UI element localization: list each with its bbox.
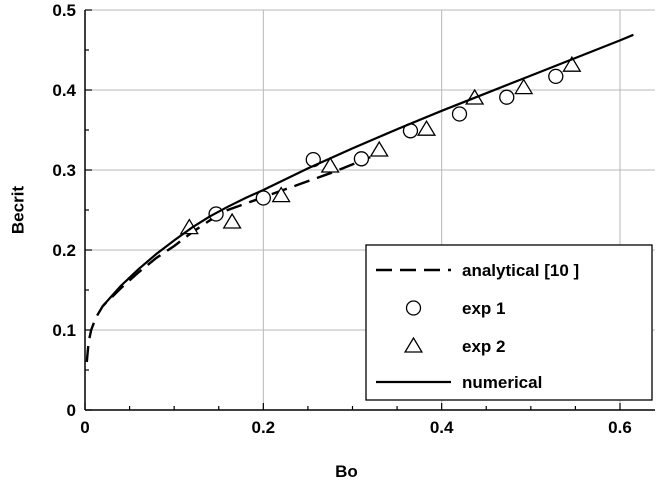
series-exp-1 (208, 68, 564, 222)
legend: analytical [10 ] exp 1 exp 2 numerical (365, 244, 653, 401)
series-analytical-10- (85, 156, 371, 363)
legend-label-0: analytical [10 ] (462, 261, 579, 280)
data-point-triangle-7 (514, 78, 534, 95)
y-axis-label: Becrit (9, 186, 28, 235)
data-point-circle-6 (499, 89, 515, 105)
legend-label-2: exp 2 (462, 337, 505, 356)
data-point-triangle-3 (320, 156, 340, 173)
y-tick-label-5: 0.5 (52, 1, 76, 20)
legend-swatch-2 (403, 336, 424, 353)
data-point-triangle-4 (369, 140, 389, 157)
legend-label-1: exp 1 (462, 299, 505, 318)
x-axis-label: Bo (335, 462, 358, 481)
series-numerical (101, 33, 634, 307)
x-tick-label-2: 0.4 (430, 418, 454, 437)
series-exp-2 (179, 55, 582, 235)
axis-ticks: 0 0.1 0.2 0.3 0.4 0.5 0 0.2 0.4 0.6 (52, 1, 631, 437)
x-tick-label-1: 0.2 (252, 418, 276, 437)
y-tick-label-1: 0.1 (52, 321, 76, 340)
series-line (101, 33, 634, 307)
x-tick-label-0: 0 (80, 418, 89, 437)
data-point-triangle-5 (416, 119, 437, 136)
series-layer (85, 33, 634, 363)
series-line (85, 156, 371, 363)
x-tick-label-3: 0.6 (608, 418, 632, 437)
data-point-triangle-8 (562, 55, 582, 72)
y-tick-label-2: 0.2 (52, 241, 76, 260)
legend-label-3: numerical (462, 373, 542, 392)
data-point-triangle-2 (271, 186, 291, 203)
y-tick-label-0: 0 (67, 401, 76, 420)
data-point-triangle-1 (222, 212, 242, 229)
y-tick-label-4: 0.4 (52, 81, 76, 100)
y-tick-label-3: 0.3 (52, 161, 76, 180)
data-point-circle-7 (548, 68, 564, 85)
data-point-circle-3 (353, 151, 370, 167)
data-point-circle-5 (451, 106, 468, 122)
legend-swatch-1 (405, 300, 422, 316)
axis-labels: Bo Becrit (9, 186, 358, 481)
